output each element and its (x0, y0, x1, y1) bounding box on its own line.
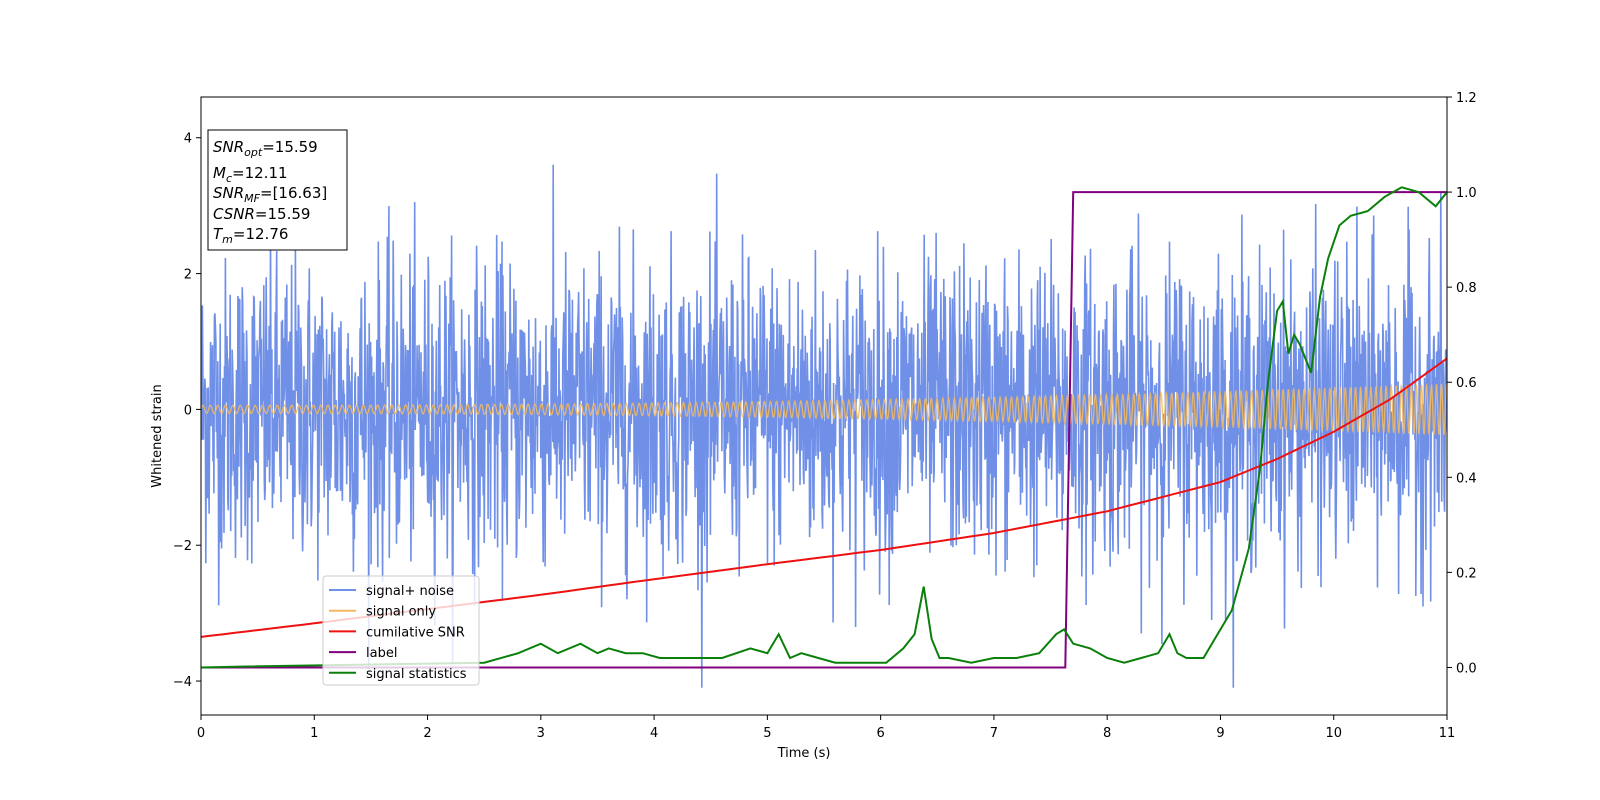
y-left-tick-label: −4 (173, 675, 192, 690)
x-tick-label: 10 (1325, 726, 1342, 741)
x-tick-label: 6 (876, 726, 884, 741)
info-line: CSNR=15.59 (213, 205, 310, 223)
y-left-tick-label: −2 (173, 539, 192, 554)
legend-entry: cumilative SNR (366, 625, 465, 640)
x-tick-label: 11 (1439, 726, 1456, 741)
x-tick-label: 8 (1103, 726, 1111, 741)
x-tick-label: 3 (537, 726, 545, 741)
y-right-tick-label: 0.0 (1456, 661, 1477, 676)
x-tick-label: 9 (1216, 726, 1224, 741)
series-line-signal-noise (201, 164, 1447, 688)
y-left-tick-label: 4 (184, 132, 192, 147)
legend-entry: signal only (366, 605, 436, 620)
y-right-tick-label: 0.8 (1456, 281, 1477, 296)
y-left-tick-label: 2 (184, 268, 192, 283)
legend-entry: signal statistics (366, 667, 467, 682)
x-tick-label: 5 (763, 726, 771, 741)
series-line-signal-statistics (201, 186, 1447, 669)
y-axis-label: Whitened strain (150, 384, 165, 487)
x-axis-label: Time (s) (777, 746, 831, 761)
info-box-frame (207, 129, 348, 251)
x-tick-label: 7 (990, 726, 998, 741)
x-tick-label: 0 (197, 726, 205, 741)
info-line: Mc=12.11 (213, 164, 288, 185)
info-box: SNRopt=15.59 Mc=12.11SNRMF=[16.63]CSNR=15… (207, 129, 348, 251)
x-tick-label: 4 (650, 726, 658, 741)
legend-frame (322, 575, 480, 686)
y-right-tick-label: 1.0 (1456, 186, 1477, 201)
series-line-label (201, 191, 1447, 669)
info-line: Tm=12.76 (213, 225, 288, 246)
axes-frame (200, 96, 1448, 716)
info-line: SNRopt=15.59 (213, 138, 318, 159)
series-line-signal-only (201, 382, 1447, 436)
legend-entry: label (366, 646, 397, 661)
y-right-tick-label: 0.6 (1456, 376, 1477, 391)
x-tick-label: 1 (310, 726, 318, 741)
y-right-tick-label: 0.2 (1456, 566, 1477, 581)
info-line: SNRMF=[16.63] (213, 184, 327, 205)
x-tick-label: 2 (423, 726, 431, 741)
legend: signal+ noise signal only cumilative SNR la… (322, 575, 480, 686)
y-right-tick-label: 0.4 (1456, 471, 1477, 486)
y-right-tick-label: 1.2 (1456, 91, 1477, 106)
axes: 0 1 2 3 4 5 6 7 8 9 10 11 −4 −2 0 2 4 0.0 0.2 0.4 0.6 0.8 1.0 1… (173, 91, 1477, 741)
legend-entry: signal+ noise (366, 584, 454, 599)
y-left-tick-label: 0 (184, 403, 192, 418)
